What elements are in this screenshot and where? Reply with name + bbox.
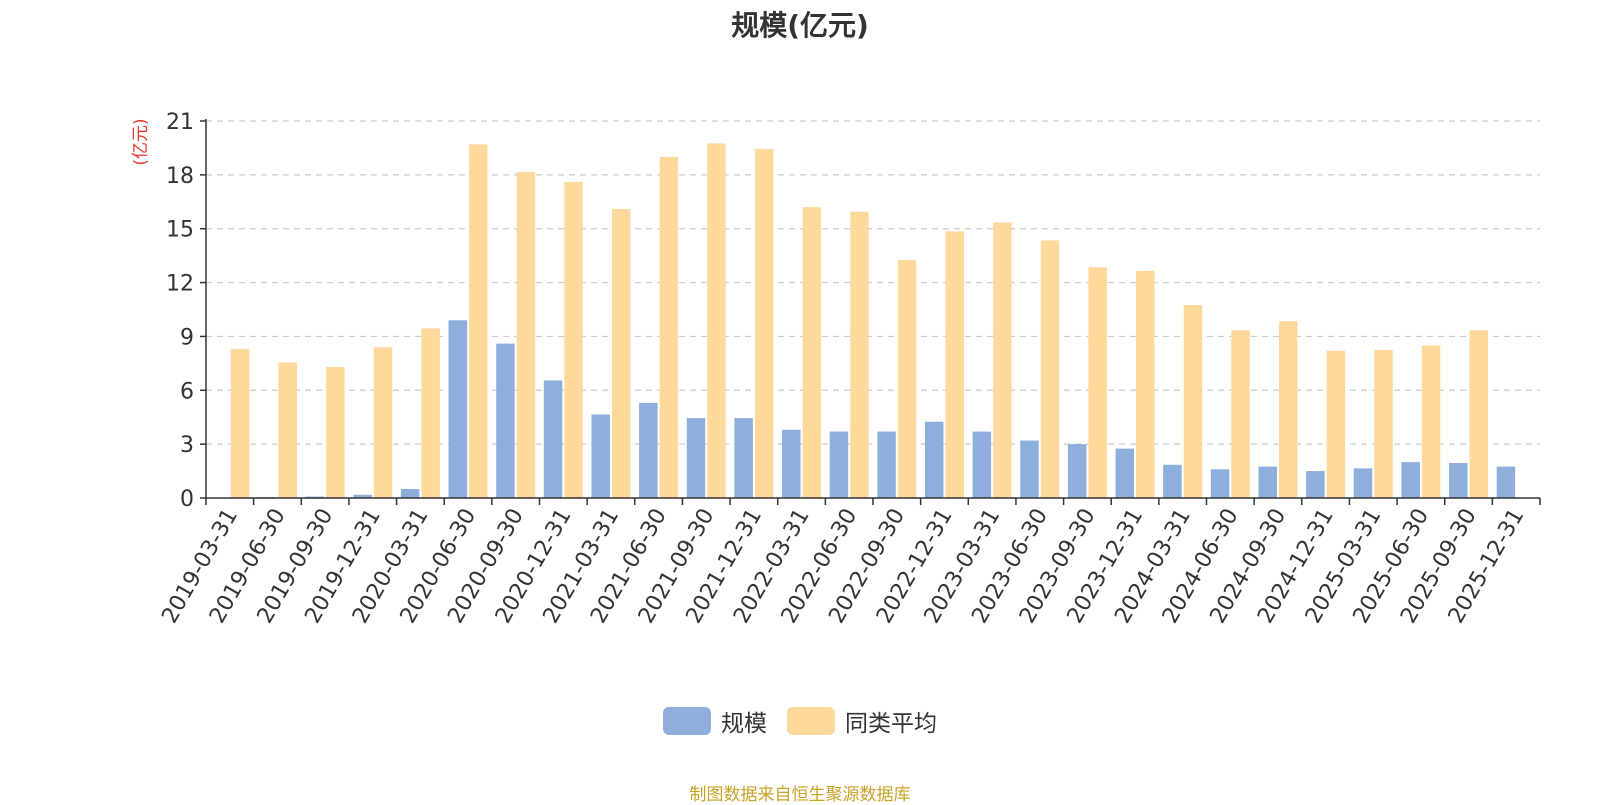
bar-scale[interactable]	[972, 431, 992, 498]
y-tick-label: 3	[180, 433, 194, 458]
bar-peer-average[interactable]	[611, 208, 631, 498]
bar-peer-average[interactable]	[897, 260, 917, 498]
y-tick-label: 0	[180, 487, 194, 512]
bar-peer-average[interactable]	[1469, 330, 1489, 498]
bar-peer-average[interactable]	[1040, 240, 1060, 498]
bar-peer-average[interactable]	[1278, 321, 1298, 498]
bar-scale[interactable]	[924, 421, 944, 498]
bar-scale[interactable]	[639, 402, 658, 498]
bar-scale[interactable]	[400, 489, 420, 498]
bar-scale[interactable]	[1115, 448, 1135, 498]
bar-peer-average[interactable]	[802, 207, 822, 498]
bar-scale[interactable]	[782, 429, 801, 498]
legend-label-peer-average: 同类平均	[845, 711, 937, 737]
legend-label-scale: 规模	[721, 711, 767, 737]
y-tick-label: 6	[180, 379, 194, 404]
bar-scale[interactable]	[829, 431, 849, 498]
legend-swatch-peer-average	[787, 707, 835, 735]
legend: 规模 同类平均	[0, 704, 1600, 738]
bar-peer-average[interactable]	[1136, 270, 1155, 498]
bar-scale[interactable]	[591, 414, 610, 498]
bar-peer-average[interactable]	[516, 172, 536, 498]
bar-peer-average[interactable]	[1231, 330, 1250, 498]
bar-peer-average[interactable]	[850, 211, 869, 498]
legend-swatch-scale	[663, 707, 711, 735]
bar-peer-average[interactable]	[945, 231, 964, 498]
bar-scale[interactable]	[1210, 469, 1230, 498]
bar-peer-average[interactable]	[1421, 345, 1441, 498]
bar-scale[interactable]	[543, 380, 563, 498]
data-source-note: 制图数据来自恒生聚源数据库	[689, 785, 911, 805]
bar-peer-average[interactable]	[278, 362, 297, 498]
bar-peer-average[interactable]	[1088, 267, 1107, 498]
bar-peer-average[interactable]	[993, 222, 1012, 498]
bar-scale[interactable]	[1306, 471, 1325, 498]
bar-scale[interactable]	[686, 418, 706, 498]
bar-scale[interactable]	[353, 494, 372, 498]
bar-peer-average[interactable]	[421, 328, 440, 498]
bar-peer-average[interactable]	[1326, 350, 1346, 498]
y-tick-label: 15	[166, 218, 194, 243]
bar-scale[interactable]	[1401, 462, 1420, 498]
y-tick-label: 12	[166, 272, 194, 297]
legend-item-peer-average[interactable]: 同类平均	[787, 704, 937, 738]
bar-scale[interactable]	[448, 320, 468, 498]
bar-peer-average[interactable]	[1183, 305, 1203, 498]
bar-scale[interactable]	[1020, 440, 1039, 498]
bar-scale[interactable]	[877, 431, 896, 498]
legend-item-scale[interactable]: 规模	[663, 704, 767, 738]
bar-peer-average[interactable]	[754, 148, 774, 499]
y-tick-label: 18	[166, 164, 194, 189]
bar-peer-average[interactable]	[326, 366, 345, 498]
y-axis-label: (亿元)	[131, 118, 151, 165]
bar-scale[interactable]	[496, 343, 515, 498]
bar-peer-average[interactable]	[1374, 349, 1393, 498]
bar-peer-average[interactable]	[469, 144, 488, 499]
bar-peer-average[interactable]	[230, 348, 250, 498]
bars	[230, 143, 1516, 499]
y-tick-label: 21	[166, 110, 194, 135]
bar-scale[interactable]	[734, 418, 753, 498]
bar-scale[interactable]	[1353, 468, 1373, 498]
bar-peer-average[interactable]	[659, 156, 679, 498]
bar-peer-average[interactable]	[373, 347, 393, 498]
bar-peer-average[interactable]	[564, 182, 583, 499]
y-tick-label: 9	[180, 325, 194, 350]
bar-scale[interactable]	[1067, 444, 1087, 498]
bar-scale[interactable]	[1258, 466, 1277, 498]
bar-peer-average[interactable]	[707, 143, 726, 498]
bar-scale[interactable]	[1496, 466, 1516, 498]
chart-title: 规模(亿元)	[731, 9, 869, 42]
bar-scale[interactable]	[1163, 464, 1182, 498]
bar-scale[interactable]	[1449, 462, 1468, 498]
